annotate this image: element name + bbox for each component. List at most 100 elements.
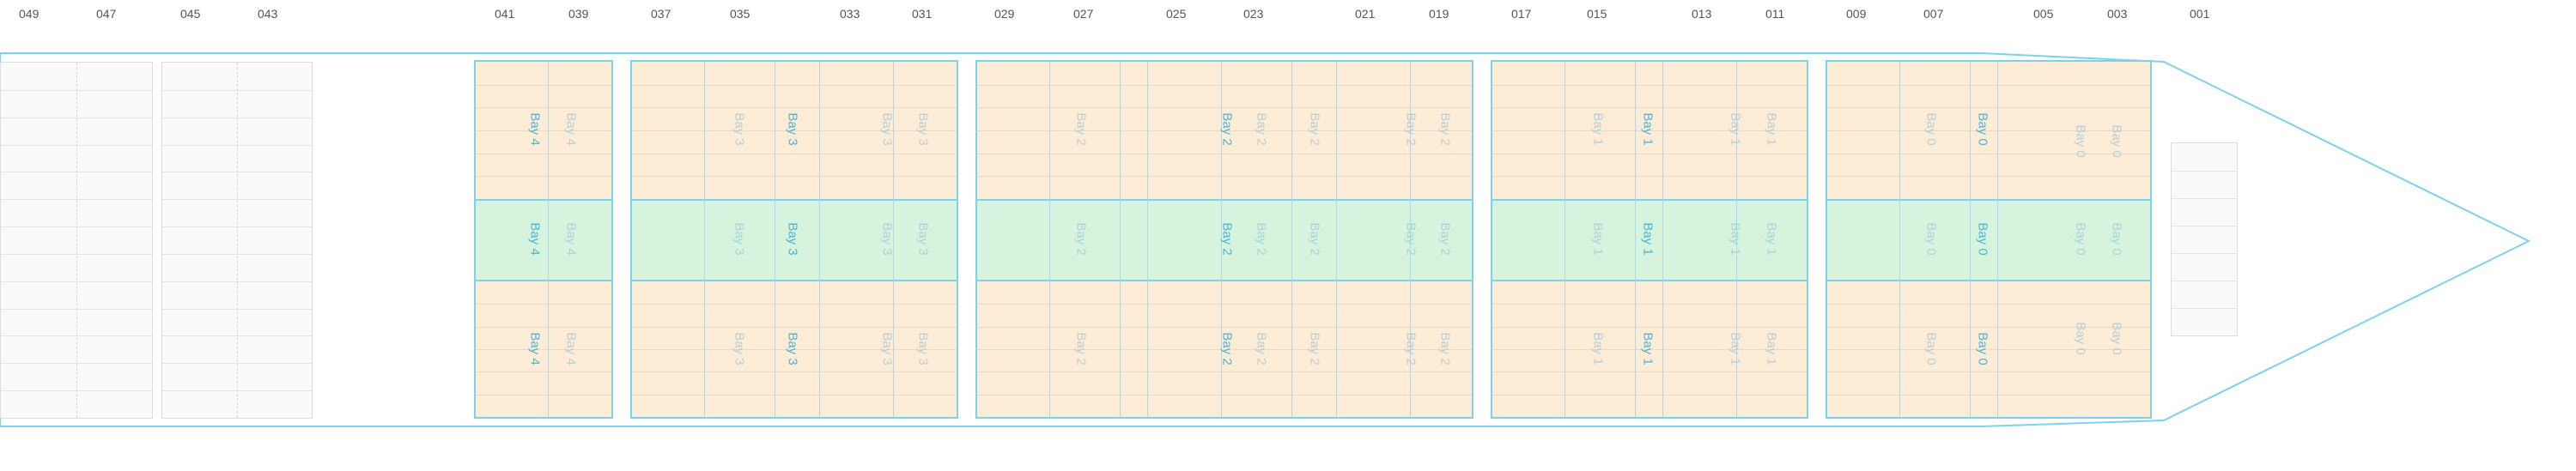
tier-line (476, 84, 611, 86)
hold-zone[interactable] (1492, 281, 1807, 417)
bay-number-041: 041 (495, 7, 515, 21)
tier-line (1492, 176, 1807, 178)
tier-line (1492, 349, 1807, 350)
bay-label: Bay 0 (1923, 332, 1939, 365)
tier-line (1827, 130, 2150, 131)
deck-zone[interactable] (632, 199, 957, 281)
tier-line (977, 349, 1472, 350)
bay-label: Bay 2 (1307, 222, 1322, 256)
bay-column-divider (548, 62, 549, 417)
tier-line (632, 349, 957, 350)
bay-label: Bay 1 (1728, 332, 1743, 365)
hold-zone[interactable] (1827, 281, 2150, 417)
tier-line (1492, 326, 1807, 328)
hold-zone[interactable] (632, 62, 957, 199)
bay-label: Bay 1 (1728, 222, 1743, 256)
bay-number-001: 001 (2190, 7, 2210, 21)
deck-zone[interactable] (977, 199, 1472, 281)
tier-line (1492, 394, 1807, 396)
bay-column-divider (893, 62, 894, 417)
bay-label: Bay 0 (1923, 112, 1939, 146)
bay-number-027: 027 (1073, 7, 1094, 21)
grid-col-line (76, 63, 77, 418)
bay-label: Bay 3 (785, 222, 800, 256)
hold-zone[interactable] (1827, 62, 2150, 199)
bay-label: Bay 1 (1590, 112, 1606, 146)
bay-number-011: 011 (1765, 7, 1785, 21)
deck-zone[interactable] (1492, 199, 1807, 281)
grid-col-line (237, 63, 238, 418)
grid-row-line (2172, 171, 2237, 172)
tier-line (977, 130, 1472, 131)
hold-zone[interactable] (632, 281, 957, 417)
tier-line (1492, 304, 1807, 305)
bay-label: Bay 3 (732, 112, 747, 146)
bay-column-divider (1970, 62, 1971, 417)
bay-label: Bay 3 (879, 222, 895, 256)
bay-label: Bay 2 (1254, 112, 1269, 146)
tier-line (1492, 107, 1807, 109)
bay-label: Bay 2 (1254, 332, 1269, 365)
tier-line (1827, 394, 2150, 396)
bay-label: Bay 1 (1640, 112, 1656, 146)
bay-column-divider (1662, 62, 1663, 417)
bay-number-045: 045 (180, 7, 201, 21)
hold-zone[interactable] (476, 62, 611, 199)
bay-label: Bay 2 (1073, 332, 1089, 365)
bay-number-049: 049 (19, 7, 39, 21)
bay-label: Bay 4 (563, 112, 579, 146)
tier-line (1492, 84, 1807, 86)
tier-line (977, 326, 1472, 328)
bay-column-divider (1635, 62, 1636, 417)
tier-line (476, 349, 611, 350)
bay-label: Bay 1 (1764, 222, 1779, 256)
bay-label: Bay 0 (1975, 222, 1990, 256)
bay-block-2[interactable] (975, 60, 1473, 419)
bay-column-divider (1997, 62, 1998, 417)
bay-block-1[interactable] (1491, 60, 1808, 419)
bay-label: Bay 0 (1975, 332, 1990, 365)
tier-line (476, 326, 611, 328)
bay-label: Bay 0 (2073, 124, 2088, 158)
hold-zone[interactable] (977, 62, 1472, 199)
bay-number-043: 043 (258, 7, 278, 21)
hold-zone[interactable] (977, 281, 1472, 417)
tier-line (977, 84, 1472, 86)
bay-column-divider (1336, 62, 1337, 417)
tier-line (476, 371, 611, 373)
bay-number-033: 033 (840, 7, 860, 21)
bay-label: Bay 2 (1219, 222, 1235, 256)
tier-line (476, 107, 611, 109)
bay-label: Bay 2 (1437, 332, 1453, 365)
bay-number-031: 031 (912, 7, 933, 21)
bay-label: Bay 2 (1219, 112, 1235, 146)
tier-line (1492, 130, 1807, 131)
deck-zone[interactable] (1827, 199, 2150, 281)
tier-line (632, 84, 957, 86)
bay-column-divider (1291, 62, 1292, 417)
tier-line (632, 371, 957, 373)
bay-label: Bay 3 (915, 332, 931, 365)
bay-label: Bay 2 (1073, 222, 1089, 256)
hold-zone[interactable] (476, 281, 611, 417)
tier-line (1827, 326, 2150, 328)
bay-label: Bay 1 (1590, 332, 1606, 365)
bay-block-3[interactable] (630, 60, 958, 419)
bay-column-divider (1410, 62, 1411, 417)
bay-number-025: 025 (1166, 7, 1187, 21)
bay-number-017: 017 (1511, 7, 1532, 21)
bay-block-4[interactable] (474, 60, 613, 419)
bay-number-003: 003 (2107, 7, 2128, 21)
bay-column-divider (1221, 62, 1222, 417)
deck-zone[interactable] (476, 199, 611, 281)
tier-line (977, 107, 1472, 109)
bay-label: Bay 1 (1764, 112, 1779, 146)
bay-label: Bay 2 (1403, 332, 1419, 365)
tier-line (1827, 371, 2150, 373)
bay-number-023: 023 (1243, 7, 1264, 21)
hold-zone[interactable] (1492, 62, 1807, 199)
bay-column-divider (1049, 62, 1050, 417)
bay-block-0[interactable] (1826, 60, 2152, 419)
tier-line (1827, 349, 2150, 350)
